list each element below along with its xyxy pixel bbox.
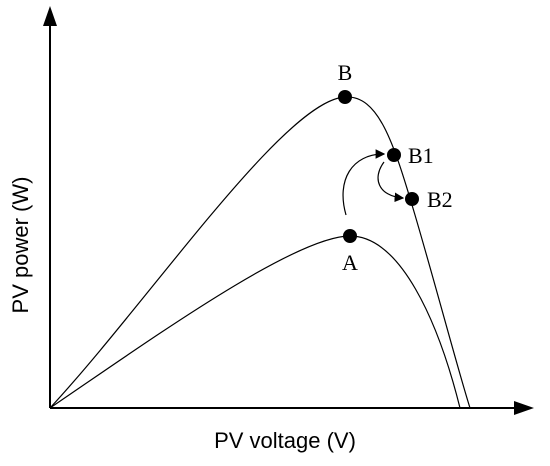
y-axis-label: PV power (W) [8,177,33,314]
point-a [343,229,357,243]
point-label: A [342,250,358,275]
point-label: B1 [408,143,434,168]
x-axis-arrow [514,401,534,415]
arrow-b1-b2 [377,161,405,203]
lower-curve [49,235,461,409]
y-axis-arrow [43,6,57,26]
point-b2 [405,192,419,206]
x-axis-label: PV voltage (V) [214,428,356,453]
arrow-a-b1 [342,149,386,216]
point-label: B [338,60,353,85]
upper-curve [49,96,471,409]
point-label: B2 [427,187,453,212]
point-b1 [387,148,401,162]
point-b [338,90,352,104]
